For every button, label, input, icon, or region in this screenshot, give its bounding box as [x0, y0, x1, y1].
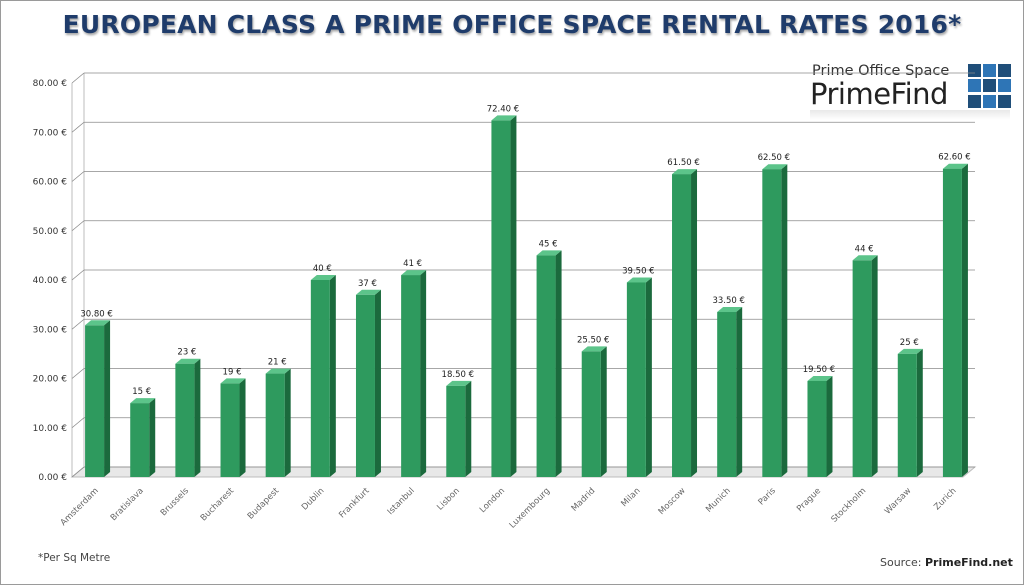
data-label: 72.40 € [487, 104, 519, 114]
gridline-depth [71, 318, 85, 330]
data-label: 23 € [177, 348, 196, 358]
data-label: 44 € [855, 244, 874, 254]
data-label: 40 € [313, 264, 332, 274]
footnote: *Per Sq Metre [38, 552, 111, 564]
bar-moscow [672, 169, 698, 478]
x-tick-label: Madrid [570, 486, 598, 514]
bar-frankfurt [355, 289, 381, 477]
gridline-depth [71, 269, 85, 281]
bar-milan [626, 277, 652, 477]
chart-title: EUROPEAN CLASS A PRIME OFFICE SPACE RENT… [62, 10, 962, 39]
y-tick-label: 80.00 € [33, 79, 68, 89]
bar-istanbul [401, 270, 427, 477]
x-tick-label: Zurich [932, 486, 958, 512]
y-tick-label: 10.00 € [33, 424, 68, 434]
bar-madrid [581, 346, 607, 477]
gridline-depth [71, 417, 85, 429]
y-tick-label: 30.00 € [33, 325, 68, 335]
source-site: PrimeFind.net [924, 556, 1013, 569]
data-label: 33.50 € [712, 296, 744, 306]
gridline-depth [71, 368, 85, 379]
x-tick-label: Istanbul [386, 486, 417, 517]
y-tick-label: 50.00 € [33, 227, 68, 237]
bar-brussels [175, 358, 201, 477]
logo-name: PrimeFind [810, 77, 948, 111]
x-tick-label: Lisbon [435, 486, 462, 513]
data-label: 45 € [539, 239, 558, 249]
bar-paris [762, 164, 788, 477]
bar-luxembourg [536, 250, 562, 477]
x-tick-label: Stockholm [830, 486, 869, 525]
x-tick-label: Prague [795, 486, 823, 514]
bar-dublin [310, 275, 336, 477]
y-tick-label: 70.00 € [33, 128, 68, 138]
gridline-depth [71, 171, 85, 182]
bar-munich [717, 307, 743, 477]
primefind-logo: Prime Office Space PrimeFind [804, 60, 1014, 122]
chart-floor [70, 466, 977, 478]
bar-stockholm [852, 255, 878, 477]
x-tick-label: Bucharest [199, 486, 237, 524]
x-tick-label: Frankfurt [337, 486, 372, 521]
data-label: 25 € [900, 338, 919, 348]
logo-subtitle: Prime Office Space [812, 63, 950, 79]
y-tick-label: 60.00 € [33, 178, 68, 188]
data-label: 62.60 € [938, 153, 970, 163]
source-prefix: Source: [880, 556, 925, 569]
data-label: 19 € [223, 367, 242, 377]
x-tick-label: Amsterdam [59, 486, 101, 528]
data-label: 15 € [132, 387, 151, 397]
bar-warsaw [897, 348, 923, 477]
bar-lisbon [446, 380, 472, 477]
data-label: 41 € [403, 259, 422, 269]
data-label: 19.50 € [803, 365, 835, 375]
x-tick-label: Budapest [246, 486, 282, 522]
bar-london [491, 115, 517, 478]
gridline-depth [71, 72, 85, 84]
x-tick-label: Warsaw [883, 486, 914, 517]
x-tick-label: Bratislava [109, 486, 146, 523]
gridline-depth [71, 220, 85, 232]
y-tick-label: 40.00 € [33, 276, 68, 286]
bar-bratislava [130, 398, 156, 477]
bar-bucharest [220, 378, 246, 477]
x-tick-label: Milan [619, 486, 642, 509]
source-credit: Source: PrimeFind.net [880, 556, 1013, 569]
x-tick-label: Munich [704, 486, 733, 515]
data-label: 37 € [358, 279, 377, 289]
logo-reflection [810, 110, 1010, 120]
data-label: 61.50 € [667, 158, 699, 168]
data-label: 62.50 € [758, 153, 790, 163]
bar-prague [807, 375, 833, 477]
gridline-depth [71, 466, 85, 478]
bar-budapest [265, 368, 291, 477]
y-tick-label: 0.00 € [38, 473, 67, 483]
x-tick-label: Moscow [657, 486, 688, 517]
data-label: 30.80 € [80, 309, 112, 319]
bar-amsterdam [85, 320, 111, 477]
data-label: 25.50 € [577, 335, 609, 345]
logo-grid-icon [968, 64, 1012, 108]
bar-zurich [942, 163, 968, 477]
y-tick-label: 20.00 € [33, 375, 68, 385]
x-tick-label: Brussels [159, 486, 192, 519]
x-tick-label: London [478, 486, 507, 515]
gridline-depth [71, 121, 85, 133]
data-label: 21 € [268, 358, 287, 368]
data-label: 18.50 € [442, 370, 474, 380]
x-tick-label: Paris [757, 486, 779, 508]
data-label: 39.50 € [622, 266, 654, 276]
x-tick-label: Dublin [300, 486, 326, 512]
x-tick-label: Luxembourg [508, 486, 553, 531]
